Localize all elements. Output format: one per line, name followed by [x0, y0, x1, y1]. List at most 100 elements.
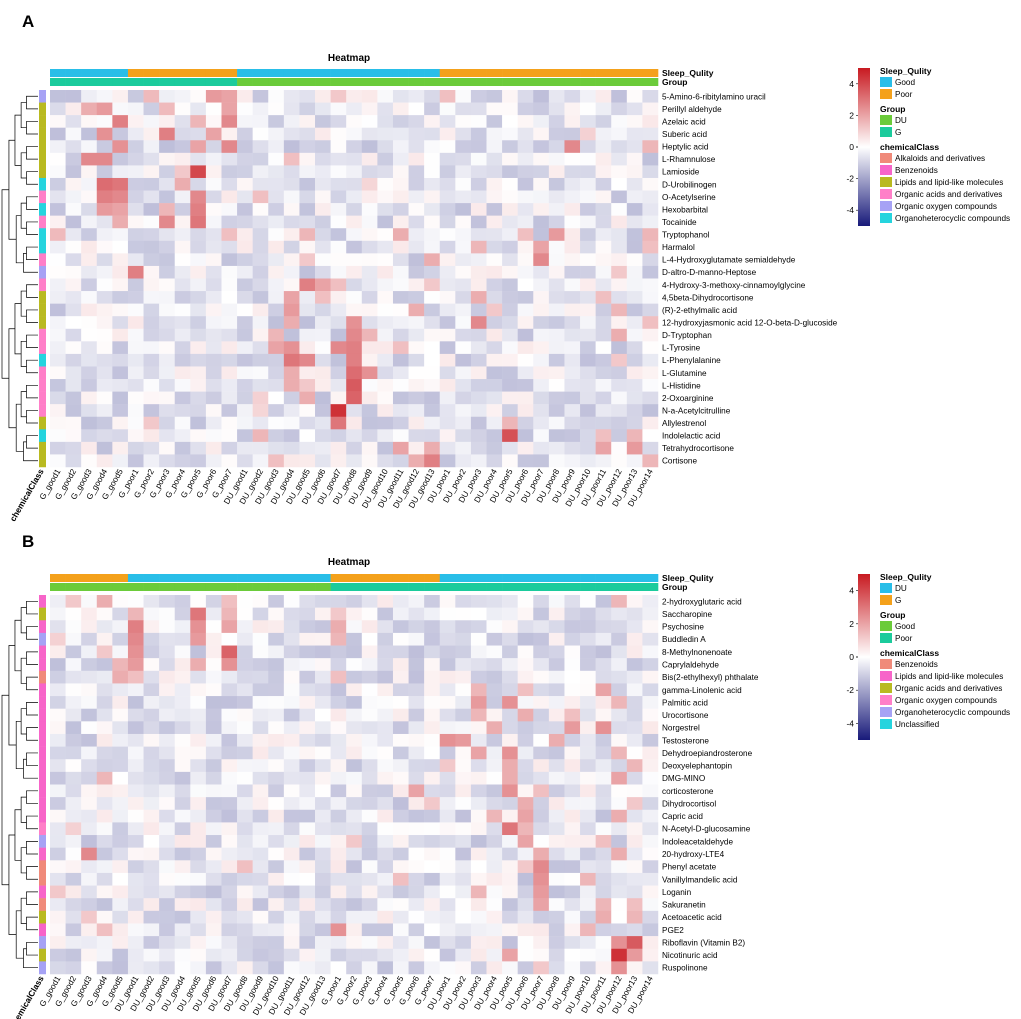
heatmap-cell — [112, 90, 129, 103]
heatmap-cell — [143, 454, 160, 468]
heatmap-cell — [190, 822, 207, 836]
heatmap-cell — [424, 645, 440, 659]
heatmap-cell — [159, 784, 175, 798]
heatmap-cell — [502, 809, 518, 823]
heatmap-cell — [174, 152, 191, 166]
dendrogram-branch — [26, 435, 38, 449]
heatmap-cell — [502, 379, 518, 392]
heatmap-cell — [159, 454, 175, 468]
heatmap-cell — [237, 683, 253, 697]
heatmap-cell — [424, 454, 440, 468]
heatmap-cell — [642, 784, 659, 798]
legend-group-label: DU — [895, 116, 907, 125]
heatmap-cell — [50, 404, 66, 417]
sleep-quality-cell — [564, 574, 581, 582]
heatmap-cell — [502, 291, 518, 304]
heatmap-cell — [439, 152, 456, 166]
heatmap-cell — [502, 771, 518, 785]
heatmap-cell — [299, 102, 316, 116]
heatmap-cell — [127, 658, 144, 672]
chemical-class-cell — [39, 885, 46, 899]
sleep-quality-cell — [377, 69, 394, 77]
heatmap-cell — [455, 391, 472, 405]
heatmap-cell — [517, 733, 534, 747]
heatmap-cell — [626, 759, 643, 773]
heatmap-cell — [237, 872, 253, 886]
heatmap-cell — [81, 366, 98, 380]
chemical-class-cell — [39, 203, 46, 216]
heatmap-cell — [65, 809, 82, 823]
heatmap-cell — [159, 771, 175, 785]
heatmap-cell — [299, 366, 316, 380]
heatmap-cell — [377, 696, 394, 709]
heatmap-cell — [221, 404, 238, 417]
chemical-class-cell — [39, 595, 46, 608]
heatmap-cell — [595, 759, 612, 773]
heatmap-cell — [626, 797, 643, 811]
heatmap-cell — [96, 961, 113, 975]
heatmap-cell — [143, 708, 160, 722]
heatmap-cell — [315, 809, 331, 823]
heatmap-cell — [96, 165, 113, 179]
heatmap-cell — [346, 923, 363, 937]
row-label: Saccharopine — [662, 610, 713, 619]
heatmap-cell — [361, 696, 378, 709]
heatmap-cell — [346, 948, 363, 962]
dendrogram-branch — [26, 171, 38, 185]
heatmap-cell — [346, 203, 363, 216]
heatmap-cell — [548, 303, 565, 317]
heatmap-cell — [486, 847, 503, 861]
heatmap-cell — [252, 303, 269, 317]
heatmap-cell — [96, 177, 113, 191]
heatmap-cell — [595, 961, 612, 975]
heatmap-cell — [424, 809, 440, 823]
heatmap-cell — [159, 696, 175, 709]
heatmap-cell — [533, 177, 550, 191]
heatmap-cell — [502, 721, 518, 735]
heatmap-cell — [439, 923, 456, 937]
heatmap-cell — [205, 835, 222, 848]
heatmap-cell — [65, 961, 82, 975]
heatmap-cell — [580, 847, 596, 861]
heatmap-cell — [237, 102, 253, 116]
heatmap-cell — [502, 441, 518, 455]
heatmap-cell — [299, 152, 316, 166]
heatmap-cell — [205, 379, 222, 392]
heatmap-cell — [408, 215, 425, 229]
heatmap-cell — [221, 860, 238, 874]
chemical-class-cell — [39, 683, 46, 697]
heatmap-cell — [159, 341, 175, 355]
heatmap-cell — [517, 961, 534, 975]
heatmap-cell — [626, 316, 643, 330]
heatmap-cell — [642, 910, 659, 924]
heatmap-cell — [221, 733, 238, 747]
heatmap-cell — [159, 936, 175, 949]
heatmap-cell — [221, 240, 238, 254]
heatmap-cell — [595, 822, 612, 836]
heatmap-cell — [580, 265, 596, 279]
heatmap-cell — [392, 645, 409, 659]
heatmap-cell — [252, 215, 269, 229]
heatmap-cell — [439, 441, 456, 455]
heatmap-cell — [439, 328, 456, 342]
heatmap-cell — [611, 936, 628, 949]
heatmap-cell — [502, 240, 518, 254]
heatmap-cell — [392, 341, 409, 355]
row-label: Dehydroepiandrosterone — [662, 749, 753, 758]
heatmap-cell — [580, 102, 596, 116]
dendrogram-branch — [26, 841, 38, 855]
heatmap-cell — [330, 620, 347, 634]
row-label: Lamioside — [662, 168, 700, 177]
heatmap-cell — [424, 595, 440, 608]
heatmap-cell — [221, 391, 238, 405]
heatmap-cell — [408, 429, 425, 443]
heatmap-cell — [143, 278, 160, 292]
heatmap-cell — [283, 165, 300, 179]
heatmap-cell — [205, 353, 222, 367]
heatmap-cell — [299, 341, 316, 355]
heatmap-cell — [611, 316, 628, 330]
heatmap-cell — [330, 771, 347, 785]
heatmap-cell — [346, 127, 363, 141]
heatmap-cell — [50, 645, 66, 659]
chemical-class-cell — [39, 632, 46, 646]
